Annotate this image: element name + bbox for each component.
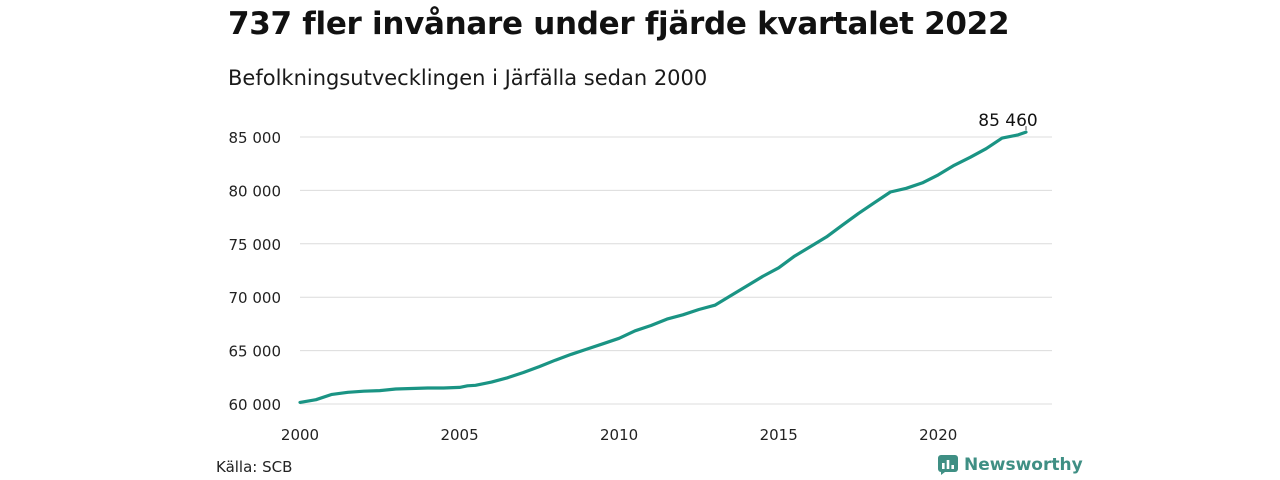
x-tick-label: 2000	[281, 426, 319, 444]
annotation-layer: 85 460	[978, 111, 1037, 131]
y-tick-label: 65 000	[229, 343, 282, 361]
end-value-label: 85 460	[978, 111, 1037, 131]
x-tick-label: 2010	[600, 426, 638, 444]
y-tick-label: 80 000	[229, 182, 282, 200]
x-tick-label: 2005	[440, 426, 478, 444]
chart-subtitle: Befolkningsutvecklingen i Järfälla sedan…	[228, 66, 708, 90]
brand-logo: Newsworthy	[938, 455, 1083, 475]
x-tick-label: 2020	[919, 426, 957, 444]
y-tick-label: 85 000	[229, 129, 282, 147]
y-tick-label: 60 000	[229, 396, 282, 414]
x-tick-label: 2015	[760, 426, 798, 444]
y-tick-label: 70 000	[229, 289, 282, 307]
series-line	[298, 130, 1028, 404]
gridlines	[300, 136, 1052, 405]
brand-name: Newsworthy	[964, 455, 1083, 475]
x-axis-tick-labels: 2000 2005 2010 2015 2020	[281, 426, 957, 444]
y-tick-label: 75 000	[229, 236, 282, 254]
y-axis-tick-labels: 60 000 65 000 70 000 75 000 80 000 85 000	[229, 129, 282, 414]
chart-title: 737 fler invånare under fjärde kvartalet…	[228, 6, 1010, 42]
newsworthy-logo-icon	[938, 455, 958, 475]
series-layer	[298, 130, 1028, 404]
source-note: Källa: SCB	[216, 458, 293, 476]
